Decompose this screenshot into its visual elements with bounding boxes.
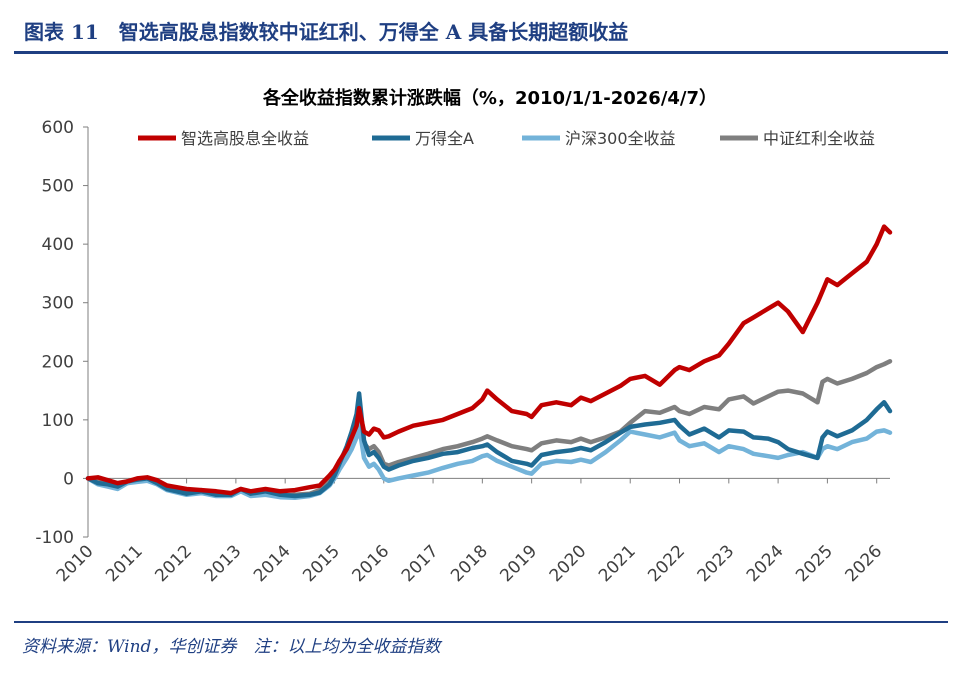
series-lines	[85, 224, 893, 501]
y-tick-label: 0	[63, 469, 74, 489]
legend-label: 中证红利全收益	[763, 129, 875, 148]
header-rule	[14, 51, 948, 54]
x-tick-label: 2015	[299, 541, 344, 586]
x-tick-label: 2018	[447, 541, 492, 586]
y-tick-label: -100	[35, 528, 74, 548]
x-tick-label: 2026	[841, 541, 886, 586]
x-tick-label: 2020	[546, 541, 591, 586]
x-tick-label: 2021	[595, 541, 640, 586]
legend: 智选高股息全收益 万得全A 沪深300全收益 中证红利全收益	[138, 129, 875, 148]
x-tick-label: 2016	[349, 541, 394, 586]
x-tick-label: 2019	[496, 541, 541, 586]
figure-header: 图表 11 智选高股息指数较中证红利、万得全 A 具备长期超额收益	[14, 8, 948, 48]
x-tick-label: 2012	[151, 541, 196, 586]
x-tick-label: 2011	[102, 541, 147, 586]
y-tick-label: 600	[42, 118, 74, 138]
x-tick-label: 2013	[201, 541, 246, 586]
x-tick-label: 2024	[743, 541, 788, 586]
x-tick-label: 2022	[644, 541, 689, 586]
series-line-万得全A	[85, 391, 893, 499]
legend-label: 万得全A	[415, 129, 474, 148]
x-tick-label: 2025	[792, 541, 837, 586]
y-tick-label: 500	[42, 177, 74, 197]
x-tick-label: 2017	[398, 541, 443, 586]
y-tick-label: 400	[42, 235, 74, 255]
figure-title: 图表 11 智选高股息指数较中证红利、万得全 A 具备长期超额收益	[24, 20, 629, 44]
y-tick-label: 300	[42, 294, 74, 314]
x-tick-label: 2010	[53, 541, 98, 586]
y-tick-label: 200	[42, 352, 74, 372]
figure-source-note: 资料来源：Wind，华创证券 注：以上均为全收益指数	[22, 637, 441, 657]
series-line-中证红利全收益	[85, 359, 893, 499]
y-tick-label: 100	[42, 411, 74, 431]
series-line-智选高股息全收益	[85, 224, 893, 496]
x-tick-label: 2023	[694, 541, 739, 586]
chart-title: 各全收益指数累计涨跌幅（%，2010/1/1-2026/4/7）	[262, 87, 717, 109]
legend-label: 智选高股息全收益	[181, 129, 309, 148]
footer-rule	[14, 621, 948, 623]
legend-label: 沪深300全收益	[565, 129, 676, 148]
x-tick-label: 2014	[250, 541, 295, 586]
